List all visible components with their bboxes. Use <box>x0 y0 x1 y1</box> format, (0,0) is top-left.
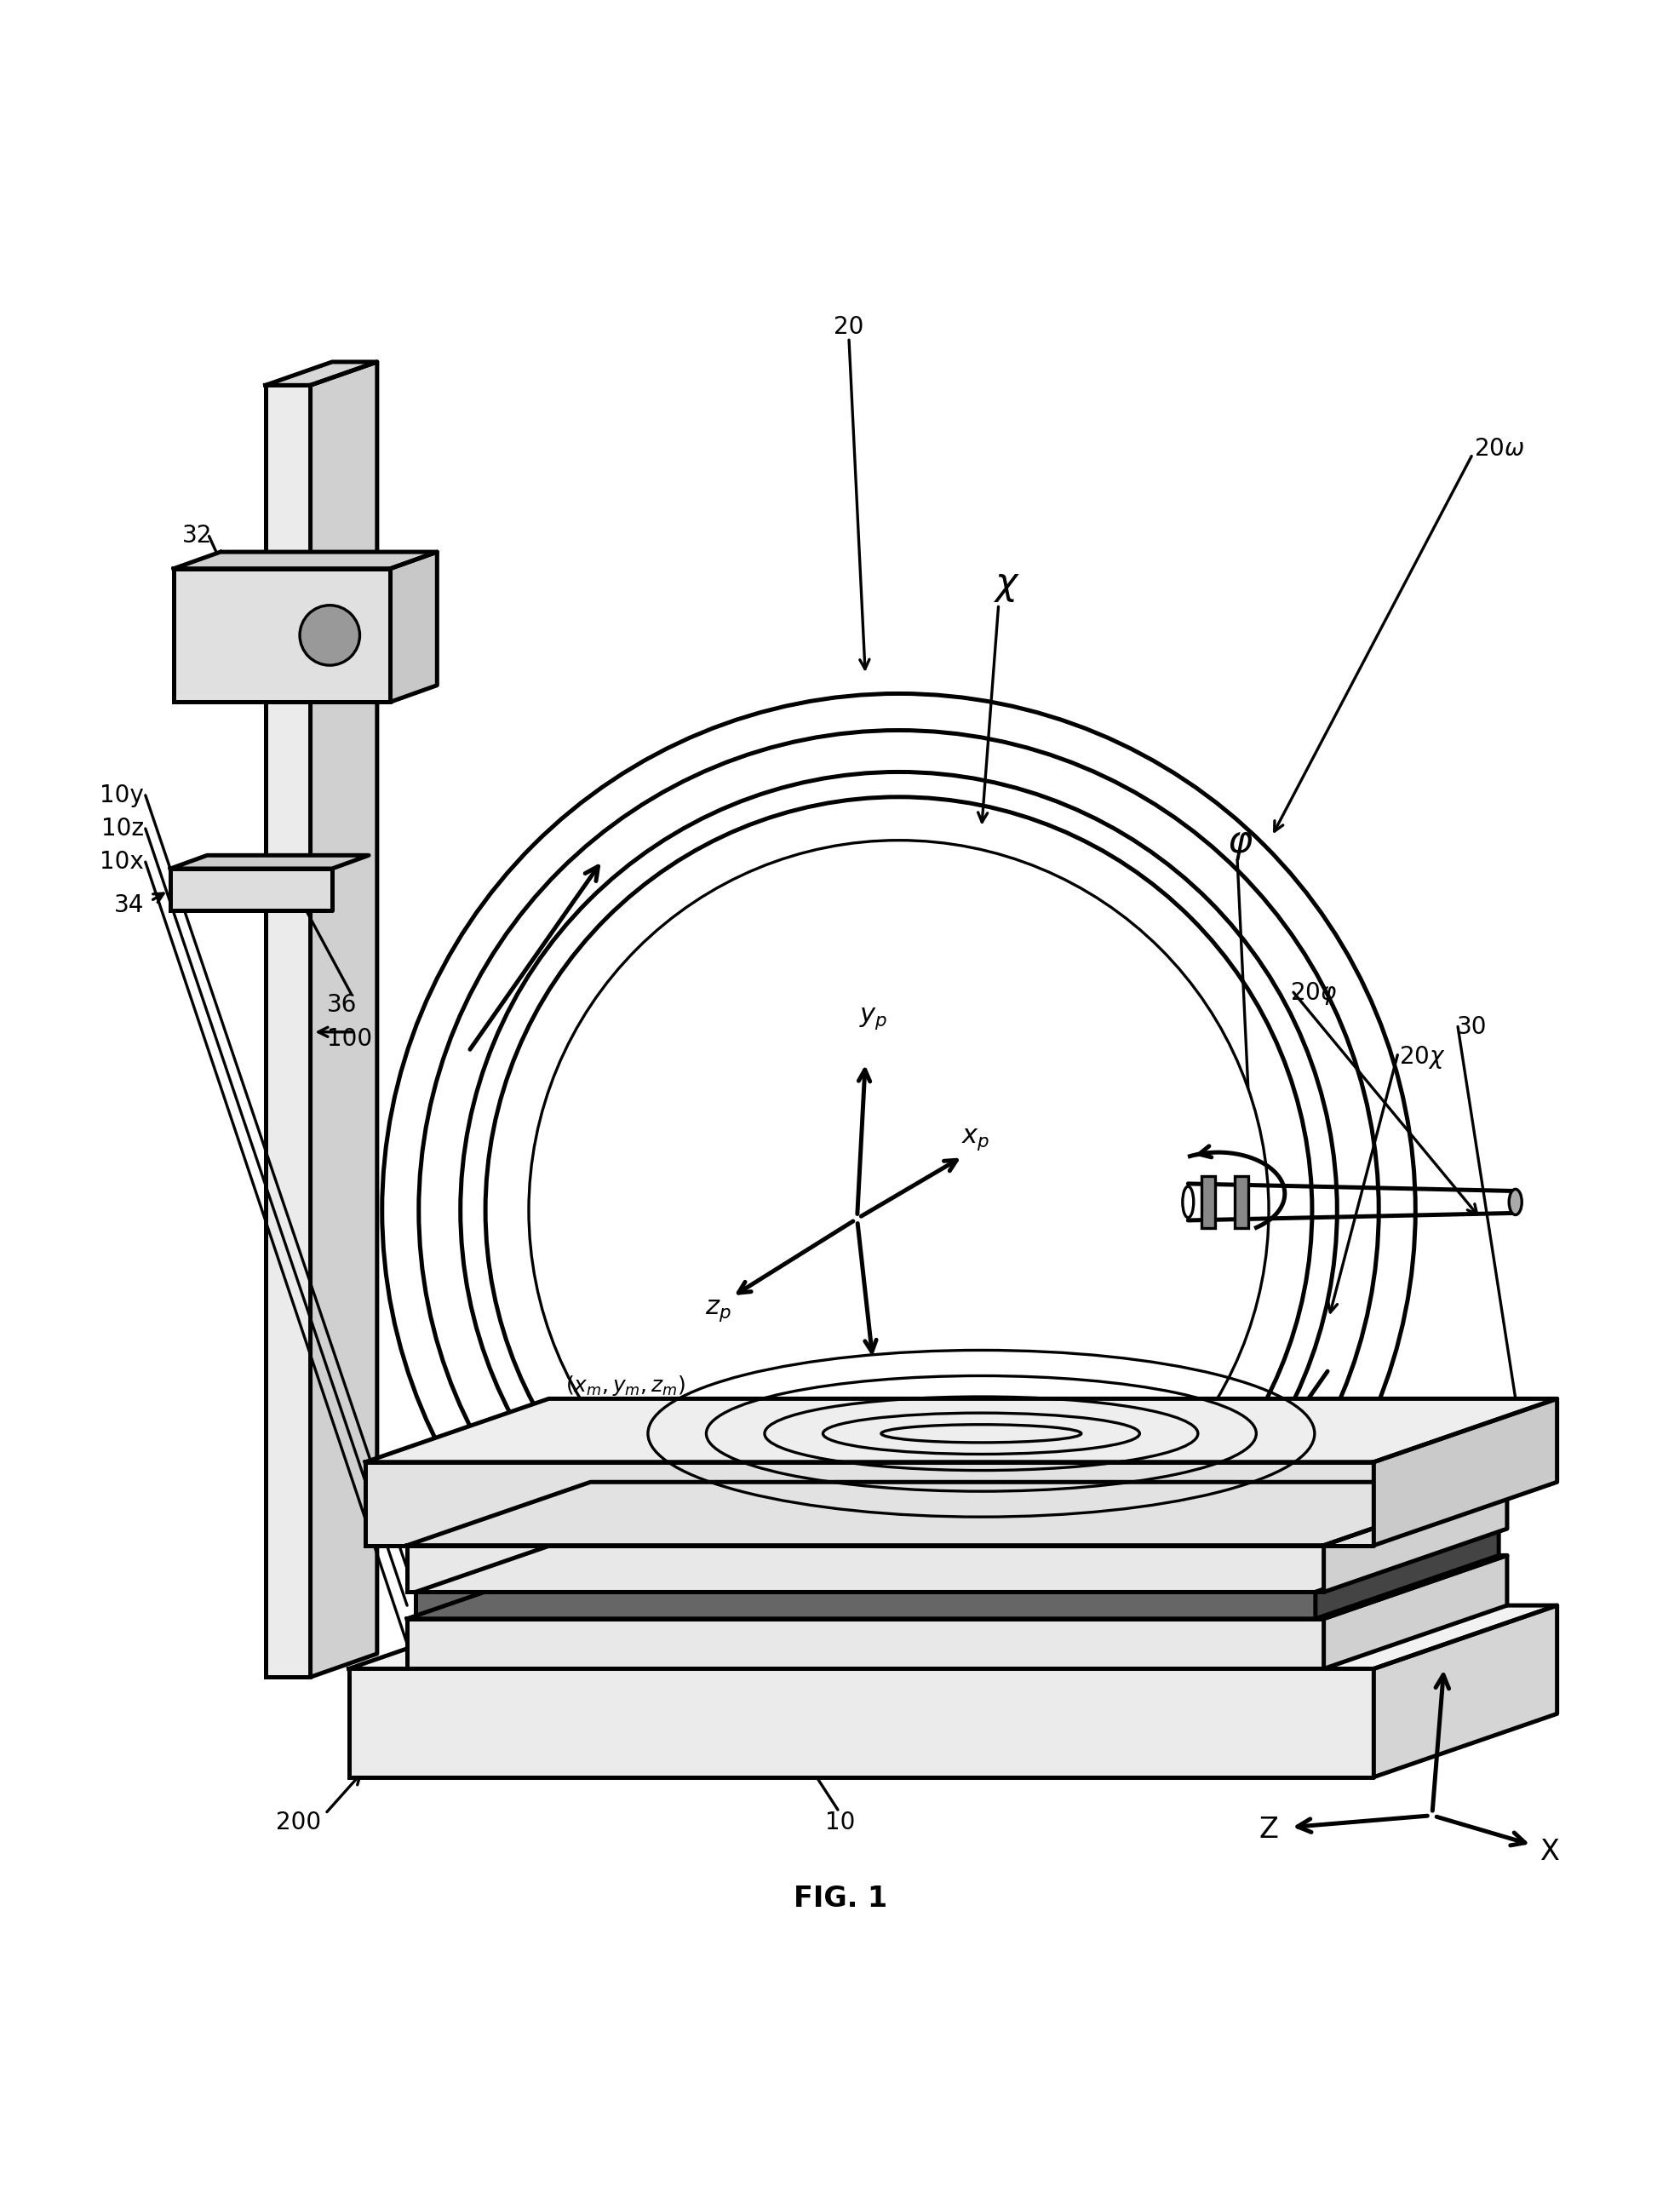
Ellipse shape <box>486 798 1312 1624</box>
Polygon shape <box>173 551 437 569</box>
Text: Y: Y <box>1415 1629 1431 1657</box>
Polygon shape <box>1324 1556 1507 1668</box>
Ellipse shape <box>418 730 1378 1690</box>
Polygon shape <box>1315 1530 1499 1618</box>
Text: 36: 36 <box>328 994 358 1018</box>
Text: 200: 200 <box>276 1809 321 1834</box>
Text: 10x: 10x <box>99 851 144 875</box>
Polygon shape <box>173 569 390 701</box>
Polygon shape <box>265 361 376 386</box>
Text: 20$\chi$: 20$\chi$ <box>1398 1045 1445 1071</box>
Ellipse shape <box>460 771 1336 1649</box>
Polygon shape <box>348 1668 1373 1776</box>
Polygon shape <box>407 1481 1507 1545</box>
Bar <box>1235 1177 1248 1228</box>
Text: 20$\omega$: 20$\omega$ <box>1473 436 1524 461</box>
Text: $z_p$: $z_p$ <box>704 1298 731 1322</box>
Text: 32: 32 <box>181 522 212 547</box>
Polygon shape <box>348 1605 1556 1668</box>
Polygon shape <box>170 855 368 868</box>
Ellipse shape <box>381 694 1415 1728</box>
Polygon shape <box>170 868 333 910</box>
Text: X: X <box>1514 1679 1532 1708</box>
Polygon shape <box>407 1545 1324 1591</box>
Text: $\omega$: $\omega$ <box>909 1534 937 1567</box>
Text: 10z: 10z <box>101 818 144 840</box>
Polygon shape <box>407 1556 1507 1618</box>
Text: 100: 100 <box>328 1027 373 1051</box>
Polygon shape <box>365 1461 1373 1545</box>
Text: $\chi$: $\chi$ <box>993 566 1020 604</box>
Polygon shape <box>415 1591 1315 1618</box>
Polygon shape <box>311 361 376 1677</box>
Polygon shape <box>390 551 437 701</box>
Text: $(x_m,y_m,z_m)$: $(x_m,y_m,z_m)$ <box>564 1373 685 1397</box>
Text: $x_p$: $x_p$ <box>961 1126 990 1153</box>
Text: 30: 30 <box>1457 1016 1487 1038</box>
Polygon shape <box>1324 1481 1507 1591</box>
Polygon shape <box>365 1400 1556 1461</box>
Text: FIG. 1: FIG. 1 <box>793 1884 887 1913</box>
Text: $y_p$: $y_p$ <box>858 1005 887 1031</box>
Ellipse shape <box>529 840 1268 1580</box>
Bar <box>1201 1177 1215 1228</box>
Text: 10y: 10y <box>99 782 144 807</box>
Polygon shape <box>1373 1605 1556 1776</box>
Text: 10: 10 <box>825 1809 855 1834</box>
Text: $\varphi$: $\varphi$ <box>1226 824 1253 862</box>
Circle shape <box>299 606 360 666</box>
Ellipse shape <box>1183 1186 1193 1217</box>
Polygon shape <box>265 386 311 1677</box>
Text: X: X <box>1539 1838 1559 1865</box>
Polygon shape <box>415 1530 1499 1591</box>
Text: 20: 20 <box>833 315 864 339</box>
Text: Z: Z <box>1258 1816 1278 1845</box>
Text: Y: Y <box>1436 1640 1455 1668</box>
Text: 34: 34 <box>114 893 144 917</box>
Ellipse shape <box>1509 1190 1520 1214</box>
Polygon shape <box>407 1618 1324 1668</box>
Text: 20$\varphi$: 20$\varphi$ <box>1290 981 1337 1007</box>
Polygon shape <box>1373 1400 1556 1545</box>
